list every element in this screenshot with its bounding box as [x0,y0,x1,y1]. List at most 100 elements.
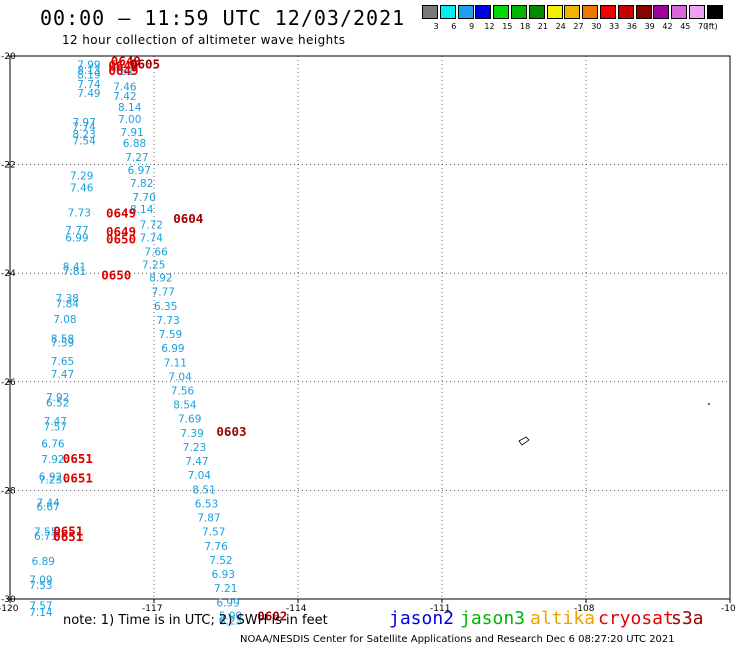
wave-height-label: 8.19 [77,69,100,81]
wave-height-label: 7.42 [113,91,136,103]
wave-height-label: 7.99 [77,60,100,72]
wave-height-label: 7.74 [77,79,101,91]
pass-time-label: 0650 [101,267,131,282]
wave-height-label: 7.73 [156,315,179,327]
wave-height-label: 7.81 [63,266,86,278]
latitude-tick-label: -20 [1,52,16,62]
longitude-tick-label: -120 [0,604,19,614]
latitude-tick-label: -26 [1,378,16,388]
wave-height-label: 6.99 [65,232,88,244]
wave-height-label: 7.11 [164,357,187,369]
wave-height-label: 7.21 [214,583,237,595]
legend-swatch [475,5,492,19]
longitude-tick-label: -108 [574,604,595,614]
wave-height-label: 8.41 [63,262,86,274]
legend-unit: (ft) [705,22,718,31]
wave-height-label: 6.53 [195,498,218,510]
wave-height-label: 7.47 [51,369,74,381]
pass-time-label: 0604 [173,211,203,226]
credit-line: NOAA/NESDIS Center for Satellite Applica… [240,634,675,645]
wave-height-label: 7.82 [130,178,153,190]
wave-height-label: 7.46 [70,182,94,194]
wave-height-label: 7.54 [72,136,96,148]
wave-height-label: 7.74 [72,122,96,134]
legend-swatch [422,5,438,19]
wave-height-label: 7.65 [51,356,74,368]
wave-height-label: 7.47 [44,416,67,428]
wave-height-label: 6.93 [212,569,235,581]
wave-height-label: 6.97 [128,165,151,177]
wave-height-label: 7.00 [118,114,141,126]
wave-height-label: 7.57 [29,601,52,613]
wave-height-label: 7.49 [77,88,100,100]
longitude-tick-label: -111 [430,604,450,614]
legend-swatch [528,5,545,19]
wave-height-label: 7.77 [65,225,88,237]
wave-height-label: 7.52 [209,555,232,567]
wave-height-label: 7.87 [197,513,220,525]
wave-height-label: 7.27 [125,152,148,164]
pass-time-label: 0651 [53,524,83,539]
wave-height-label: 7.47 [185,456,208,468]
wave-height-label: 8.51 [192,484,215,496]
satellite-jason2: jason2 [389,608,455,629]
legend-label: 27 [573,22,584,31]
pass-time-label: 0651 [53,529,83,544]
pass-time-label: 0603 [216,424,246,439]
wave-height-label: 8.14 [118,102,142,114]
wave-height-label: 7.39 [180,428,203,440]
pass-time-label: 0605 [130,57,160,72]
latitude-tick-label: -22 [1,161,16,171]
wave-height-label: 7.08 [53,314,76,326]
wave-height-label: 6.71 [34,531,57,543]
wave-height-label: 7.23 [39,475,62,487]
wave-height-label: 8.58 [51,333,74,345]
wave-height-label: 7.59 [159,329,182,341]
wave-height-label: 7.76 [204,541,228,553]
legend-swatch [653,5,670,19]
pass-time-label: 0650 [106,232,136,247]
wave-height-label: 6.99 [161,343,184,355]
pass-time-label: 0651 [63,470,93,485]
wave-height-label: 7.23 [183,442,206,454]
wave-height-label: 7.92 [46,392,69,404]
longitude-tick-label: -114 [286,604,307,614]
island-outline [518,436,530,446]
wave-height-label: 7.84 [56,299,80,311]
legend-label: 12 [484,22,495,31]
map-frame [9,55,731,600]
legend-label: 21 [537,22,548,31]
pass-time-label: 0649 [108,63,138,78]
wave-height-label: 7.70 [132,192,155,204]
wave-height-label: 7.97 [72,117,95,129]
legend-label: 36 [626,22,637,31]
legend-label: 15 [502,22,513,31]
latitude-tick-label: -30 [1,595,16,605]
wave-height-label: 8.23 [72,129,95,141]
legend-label: 30 [591,22,602,31]
wave-height-label: 6.99 [216,597,239,609]
wave-height-label: 7.73 [68,207,91,219]
wave-height-label: 6.89 [32,556,55,568]
wave-height-label: 7.59 [51,338,74,350]
satellite-altika: altika [530,608,596,629]
legend-swatch [546,5,563,19]
legend-swatch [617,5,634,19]
legend-label: 70 [698,22,709,31]
island-dot [708,403,710,405]
legend-swatch [635,5,652,19]
wave-height-label: 6.67 [36,502,59,514]
wave-height-label: 6.92 [39,471,62,483]
latitude-tick-label: -24 [1,269,16,279]
wave-height-label: 8.13 [77,65,100,77]
wave-height-label: 7.38 [56,293,79,305]
legend-label: 42 [662,22,673,31]
wave-height-label: 6.88 [123,138,146,150]
latitude-tick-label: -28 [1,486,16,496]
satellite-s3a: s3a [671,608,704,629]
wave-height-label: 7.66 [144,246,168,258]
legend-swatch [511,5,527,19]
pass-time-label: 0602 [257,608,287,623]
pass-time-label: 0651 [63,451,93,466]
legend-swatch [493,5,510,19]
